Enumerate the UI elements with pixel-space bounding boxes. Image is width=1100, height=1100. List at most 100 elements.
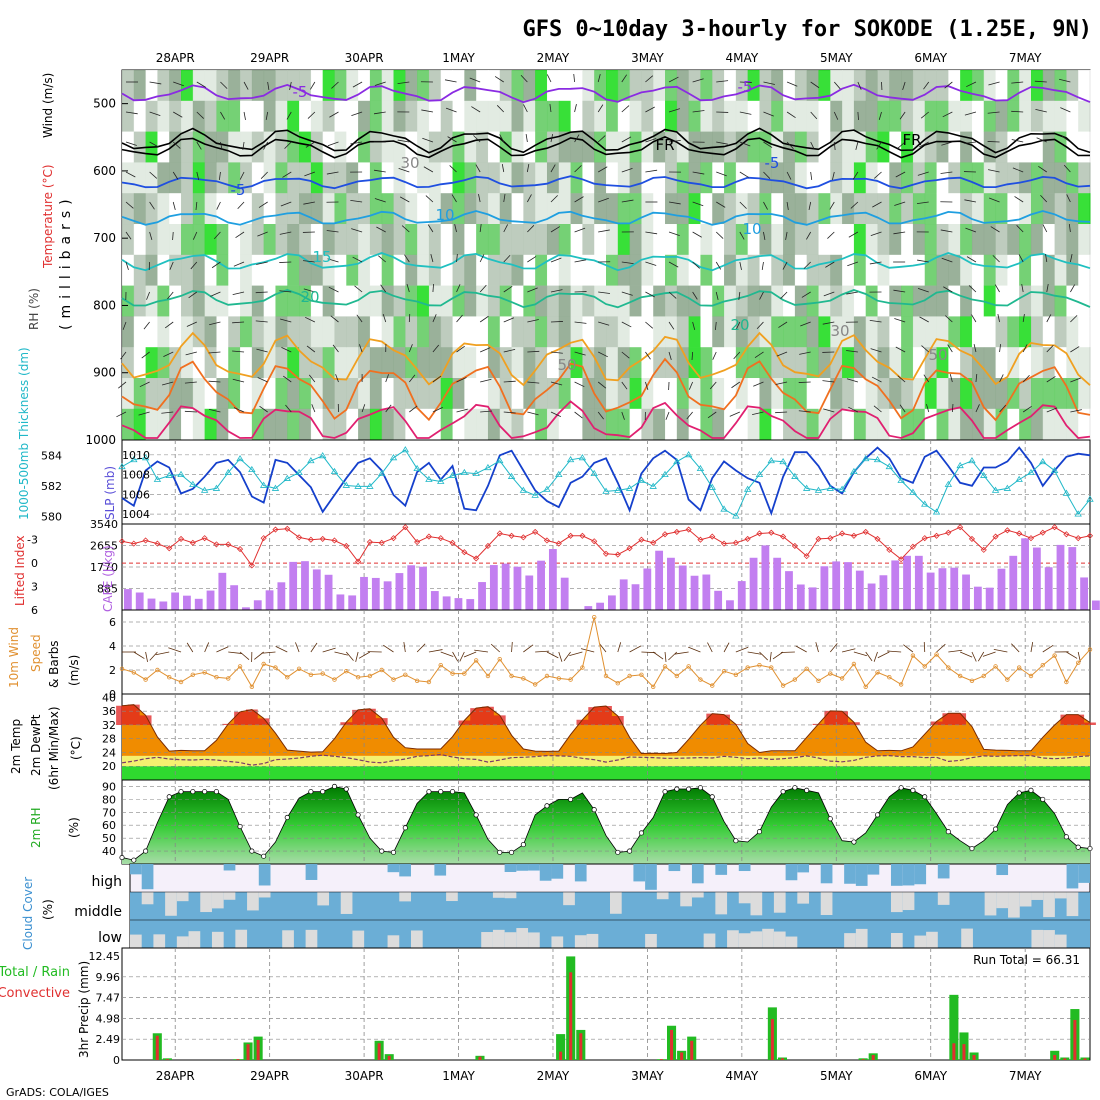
wind-barb — [143, 321, 150, 330]
cape-bar — [1021, 538, 1029, 610]
rh-cell — [287, 408, 300, 440]
rh-cell — [806, 408, 819, 440]
rh-cell — [192, 347, 206, 379]
rh-cell — [169, 100, 182, 132]
wind-barb — [761, 261, 764, 271]
rh-cell — [499, 100, 513, 132]
cloud-unit-label: (%) — [41, 899, 55, 920]
surface-wind-barb — [652, 651, 664, 660]
rh-cell — [216, 162, 229, 194]
rh-cell — [653, 193, 666, 225]
wind-barb — [307, 111, 316, 119]
li-point — [732, 539, 739, 546]
rh-cell — [1007, 100, 1020, 132]
rh-cell — [912, 224, 926, 255]
rh-cell — [948, 378, 961, 409]
rh-cell — [511, 378, 524, 409]
rh-cell — [322, 285, 335, 317]
wind-barb — [574, 134, 580, 143]
wind-barb — [645, 381, 649, 390]
rh-cell — [381, 316, 395, 348]
precip-conv-bar — [680, 1052, 684, 1060]
wind-barb — [527, 350, 540, 353]
cloud-middle-gap — [446, 892, 458, 902]
rh-cell — [228, 285, 241, 317]
li-point — [886, 546, 893, 553]
rh-cell — [724, 254, 737, 286]
wind-barb — [404, 254, 410, 263]
wind-barb — [668, 231, 680, 237]
wind-barb — [282, 171, 292, 178]
wind-barb — [267, 81, 270, 91]
rh-cell — [428, 347, 442, 379]
rh-cell — [889, 254, 902, 286]
slp-tick: 1010 — [122, 449, 150, 462]
li-point — [284, 525, 291, 532]
rh-cell — [1066, 254, 1079, 286]
wind-barb — [893, 231, 906, 235]
rh-cell — [275, 162, 288, 194]
wind-barb — [376, 226, 386, 233]
wind-speed-point — [320, 671, 325, 676]
surface-wind-barb — [795, 645, 807, 653]
wind-barb — [550, 226, 560, 233]
rh-cell — [771, 408, 784, 440]
wind-speed-line — [121, 617, 1091, 688]
rh-cell — [629, 131, 642, 163]
wind-barb — [917, 259, 929, 263]
wind-barb — [574, 411, 583, 419]
cape-label: CAPE (J/kg) — [101, 545, 115, 612]
rh-cell — [169, 131, 182, 163]
wind-barb — [141, 351, 150, 359]
wind-barb — [146, 291, 150, 300]
rh-cell — [558, 70, 572, 101]
wind-barb — [739, 81, 752, 83]
rh-cell — [771, 224, 784, 255]
wind-barb — [973, 344, 977, 353]
rh-cell — [464, 254, 477, 286]
wind-barb — [218, 171, 221, 181]
wind-barb — [184, 381, 197, 384]
wind-barb — [574, 351, 586, 356]
rh-cell — [865, 131, 879, 163]
wind-barb — [173, 81, 184, 87]
rh-cell — [346, 100, 359, 132]
li-point — [496, 530, 503, 537]
rh-cell — [240, 254, 253, 286]
wind-barb — [739, 261, 742, 271]
rh-cell — [665, 316, 678, 348]
wind-barb — [786, 81, 798, 87]
slp-point — [991, 486, 1000, 493]
wind-barb — [380, 284, 387, 293]
wind-barb — [265, 111, 269, 121]
cloud-low-gap — [703, 933, 716, 954]
rh2m-point — [438, 789, 444, 795]
rh-cell — [995, 285, 1008, 317]
contour-label: 20 — [730, 316, 749, 334]
rh-cell — [582, 224, 595, 255]
cloud-level-label: high — [91, 874, 122, 890]
rh-cell — [747, 224, 760, 255]
cape-bar — [855, 570, 864, 610]
rh-cell — [936, 224, 949, 255]
wind-barb — [778, 321, 788, 328]
rh-cell — [641, 162, 654, 194]
rh-cell — [842, 378, 855, 409]
slp-line — [121, 449, 1091, 517]
wind-barb — [550, 351, 563, 354]
li-point — [921, 535, 928, 542]
wind-barb — [125, 141, 137, 146]
rh-cell — [381, 254, 395, 286]
rh-cell — [263, 224, 276, 255]
wind-barb — [1046, 407, 1058, 413]
wind-barb — [775, 411, 788, 414]
wind-speed-point — [946, 665, 951, 670]
rh-cell — [287, 224, 300, 255]
li-point — [154, 540, 161, 547]
cloud-high-cell — [504, 864, 517, 872]
wind-barb — [149, 171, 158, 179]
cloud-low-gap — [551, 936, 564, 957]
cape-bar — [194, 598, 203, 610]
wind-barb — [550, 195, 558, 203]
wind-barb — [874, 171, 882, 179]
